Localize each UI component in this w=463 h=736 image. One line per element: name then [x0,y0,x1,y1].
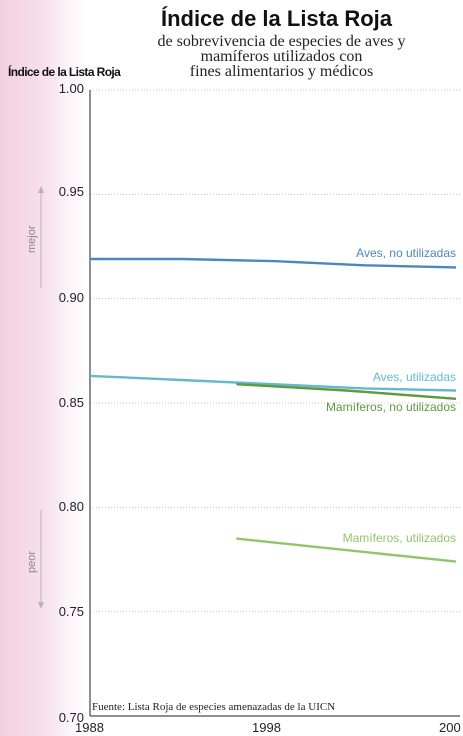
series-label: Mamíferos, no utilizados [326,400,456,414]
y-tick-label: 0.80 [58,499,84,514]
y-tick-label: 0.90 [58,290,84,305]
series-line [236,383,457,400]
series-label: Mamíferos, utilizados [343,531,456,545]
y-tick-label: 0.95 [58,184,84,199]
y-tick-label: 0.70 [58,710,84,725]
series-line [236,537,457,563]
series-line [89,374,457,392]
y-tick-label: 0.75 [58,604,84,619]
y-tick-label: 1.00 [58,81,84,96]
source-note: Fuente: Lista Roja de especies amenazada… [92,701,336,713]
x-tick-label: 1988 [75,720,104,735]
subtitle-line-2: mamíferos utilizados con [200,48,363,65]
series-label: Aves, utilizadas [373,370,456,384]
y-axis-label: Índice de la Lista Roja [8,65,121,79]
x-tick-label: 200 [439,720,461,735]
x-tick-label: 1998 [252,720,281,735]
series-group [89,257,457,563]
subtitle-line-3: fines alimentarios y médicos [189,63,374,80]
y-tick-label: 0.85 [58,395,84,410]
chart-title: Índice de la Lista Roja [160,6,393,31]
subtitle-line-1: de sobrevivencia de especies de aves y [157,33,406,50]
series-labels: Aves, no utilizadas Aves, utilizadas Mamíf… [326,246,456,545]
arrow-up-icon-head [38,186,44,193]
chart-subtitle: de sobrevivencia de especies de aves y m… [105,33,458,80]
arrow-down-icon-head [38,602,44,609]
series-label: Aves, no utilizadas [356,246,456,260]
series-line [90,257,457,269]
